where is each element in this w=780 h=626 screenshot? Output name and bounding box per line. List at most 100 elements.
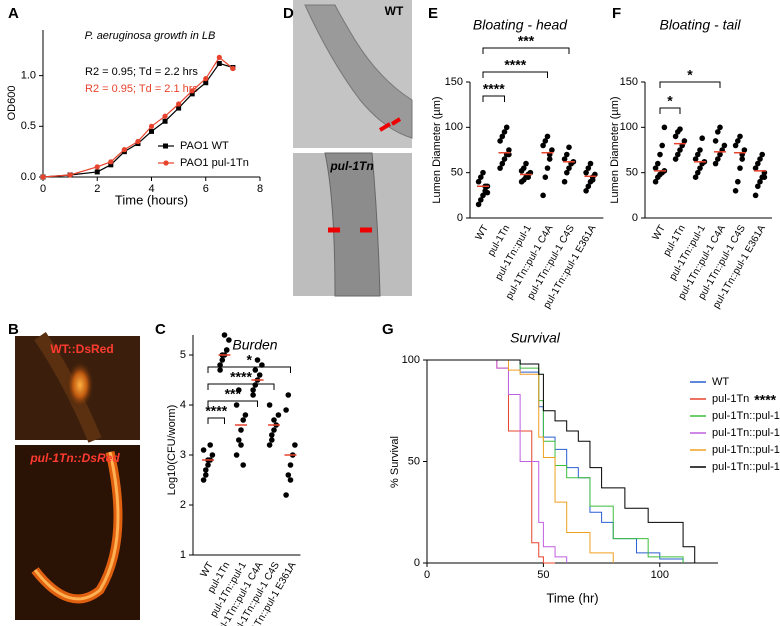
legend-label: pul-1Tn::pul-1 E361A [712,461,780,473]
dot [200,477,207,483]
glow [66,361,94,409]
dot [715,156,721,162]
dot [677,126,683,132]
significance: * [667,93,673,109]
dot [523,160,529,167]
dot [659,142,665,149]
arrow [378,117,402,132]
survival-curve [427,359,684,563]
dot [697,147,703,153]
significance: *** [518,33,535,49]
dot [475,201,482,208]
y-tick-label: 0 [414,557,420,569]
dot [233,452,240,458]
dot [695,151,701,158]
legend-label: pul-1Tn [712,393,749,405]
x-tick-label: 8 [257,183,263,195]
dot [238,427,244,433]
y-tick-label: 1.0 [21,70,36,82]
y-axis-label: Log10(CFU/worm) [166,405,178,495]
dot [221,332,228,338]
dot [544,133,551,140]
dot [236,437,242,443]
dot [717,151,723,158]
dot [755,183,761,190]
dot [501,129,508,135]
dot [480,169,486,176]
y-tick-label: 3 [180,449,186,461]
dot [564,169,570,176]
y-axis-label: Lumen Diameter (µm) [609,96,621,203]
dot [252,367,259,373]
dot [735,178,741,185]
point [189,91,195,97]
dot [287,477,294,483]
dot [589,177,596,183]
dot [499,160,506,167]
dot [521,165,527,171]
y-tick-label: 0.5 [21,120,36,132]
dot [697,165,703,171]
legend-label: PAO1 WT [180,140,229,152]
dot [506,147,512,153]
dot [546,156,553,162]
dot [497,138,503,144]
point [176,101,182,107]
dot [283,492,289,498]
dot [233,402,240,408]
dot [566,165,572,171]
y-tick-label: 0.0 [21,171,36,183]
dot [287,462,294,468]
y-tick-label: 100 [445,121,463,133]
dot [583,169,589,176]
dot [717,124,723,131]
dot [259,362,265,368]
x-tick-label: 2 [94,183,100,195]
legend-label: WT [712,376,729,388]
significance: *** [225,386,242,402]
dot [475,178,482,185]
y-tick-label: 1 [180,549,186,561]
survival-curve [427,359,568,563]
dot [223,347,230,353]
dot [752,192,759,199]
point [94,169,100,175]
dot [236,387,242,393]
y-axis-label: Lumen Diameter (µm) [431,96,443,203]
chart-title: P. aeruginosa growth in LB [85,30,216,42]
point [162,118,168,124]
point [135,138,141,145]
dot [499,133,506,140]
x-axis-label: Time (hours) [115,192,188,207]
panel-letter: B [8,321,19,338]
y-tick-label: 100 [402,354,420,366]
dot [200,447,207,453]
panel-letter: E [428,5,438,22]
legend-label: pul-1Tn::pul-1 [712,410,780,422]
dot [542,174,549,180]
panel-letter: A [8,5,19,22]
image-label: WT [385,4,404,18]
y-tick-label: 150 [445,76,463,88]
dot [672,156,679,162]
x-tick-label: 0 [40,183,46,195]
x-tick-label: 100 [651,569,669,581]
chart-title: Bloating - tail [660,17,742,33]
bracket [207,417,225,424]
dot [737,133,743,140]
x-tick-label: WT [474,223,491,242]
dot [652,178,659,185]
dot [283,407,289,413]
significance: * [247,352,253,368]
dot [250,392,256,398]
dot [269,437,275,443]
dot [585,165,592,171]
significance: **** [754,392,776,408]
bracket [207,366,291,373]
dot [583,188,589,194]
legend-label: PAO1 pul-1Tn [180,157,249,169]
worm [33,451,120,601]
point [149,128,154,134]
dot [544,165,551,171]
